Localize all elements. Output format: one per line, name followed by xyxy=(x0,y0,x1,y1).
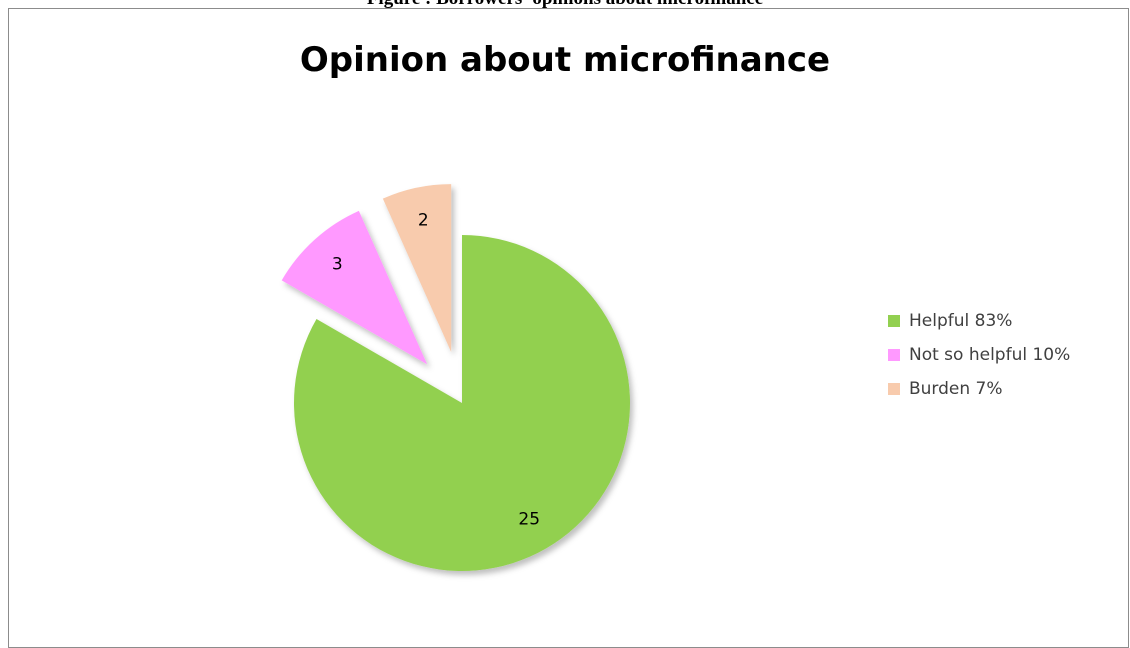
data-label: 2 xyxy=(418,211,429,231)
legend-item-not-so-helpful: Not so helpful 10% xyxy=(888,338,1070,372)
data-label: 3 xyxy=(332,254,343,274)
legend-label: Not so helpful 10% xyxy=(909,345,1071,365)
pie-chart: 25 3 2 xyxy=(281,184,630,571)
data-label: 25 xyxy=(518,509,540,529)
chart-title: Opinion about microfinance xyxy=(299,40,831,80)
pie-slice-not-so-helpful xyxy=(281,210,428,365)
legend-item-burden: Burden 7% xyxy=(888,372,1070,406)
legend-item-helpful: Helpful 83% xyxy=(888,304,1070,338)
legend: Helpful 83% Not so helpful 10% Burden 7% xyxy=(888,304,1070,406)
legend-label: Helpful 83% xyxy=(909,311,1013,331)
legend-label: Burden 7% xyxy=(909,379,1003,399)
legend-swatch xyxy=(888,315,900,327)
legend-swatch xyxy=(888,383,900,395)
figure-caption: Figure : Borrowers' opinions about micro… xyxy=(0,0,1130,10)
pie-slice-burden xyxy=(382,184,452,353)
pie-slice-helpful xyxy=(294,235,630,571)
legend-swatch xyxy=(888,349,900,361)
